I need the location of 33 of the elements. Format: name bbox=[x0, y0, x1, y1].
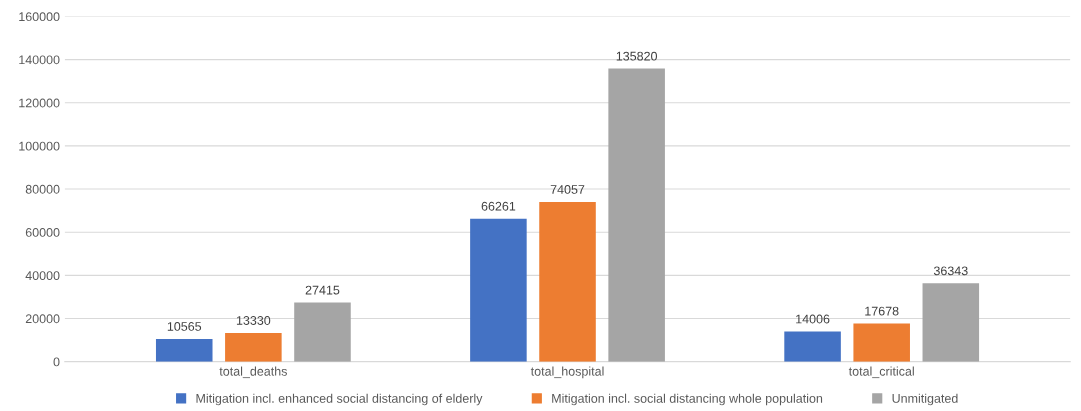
data-label: 10565 bbox=[167, 322, 202, 331]
data-label: 14006 bbox=[796, 314, 830, 324]
data-label: 135820 bbox=[616, 51, 658, 61]
legend-label: Mitigation incl. social distancing whole population bbox=[552, 393, 823, 406]
y-tick-label: 40000 bbox=[25, 271, 60, 281]
data-label: 36343 bbox=[933, 266, 968, 276]
y-tick-label: 60000 bbox=[25, 228, 60, 237]
y-tick-label: 20000 bbox=[25, 314, 60, 324]
legend-label: Unmitigated bbox=[892, 393, 958, 406]
data-label: 74057 bbox=[550, 185, 585, 194]
bar bbox=[470, 218, 527, 362]
y-tick-label: 160000 bbox=[19, 12, 60, 22]
bar bbox=[853, 323, 910, 362]
data-label: 27415 bbox=[305, 285, 340, 295]
x-tick-label: total_hospital bbox=[530, 366, 604, 379]
data-label: 17678 bbox=[865, 306, 899, 316]
bar bbox=[922, 283, 980, 362]
x-tick-label: total_critical bbox=[848, 366, 914, 379]
bar bbox=[294, 302, 351, 362]
y-tick-label: 0 bbox=[53, 357, 60, 367]
bar bbox=[225, 332, 282, 362]
y-tick-label: 80000 bbox=[25, 184, 60, 194]
legend-label: Mitigation incl. enhanced social distancing of elderly bbox=[196, 393, 483, 406]
data-label: 66261 bbox=[481, 201, 516, 211]
y-tick-label: 120000 bbox=[19, 98, 60, 108]
bar bbox=[539, 201, 596, 362]
x-tick-label: total_deaths bbox=[219, 366, 287, 379]
bar bbox=[608, 68, 665, 362]
y-tick-label: 140000 bbox=[19, 55, 60, 65]
y-tick-label: 100000 bbox=[19, 141, 60, 151]
bar bbox=[155, 338, 213, 362]
bar bbox=[784, 331, 841, 362]
data-label: 13330 bbox=[236, 316, 271, 325]
